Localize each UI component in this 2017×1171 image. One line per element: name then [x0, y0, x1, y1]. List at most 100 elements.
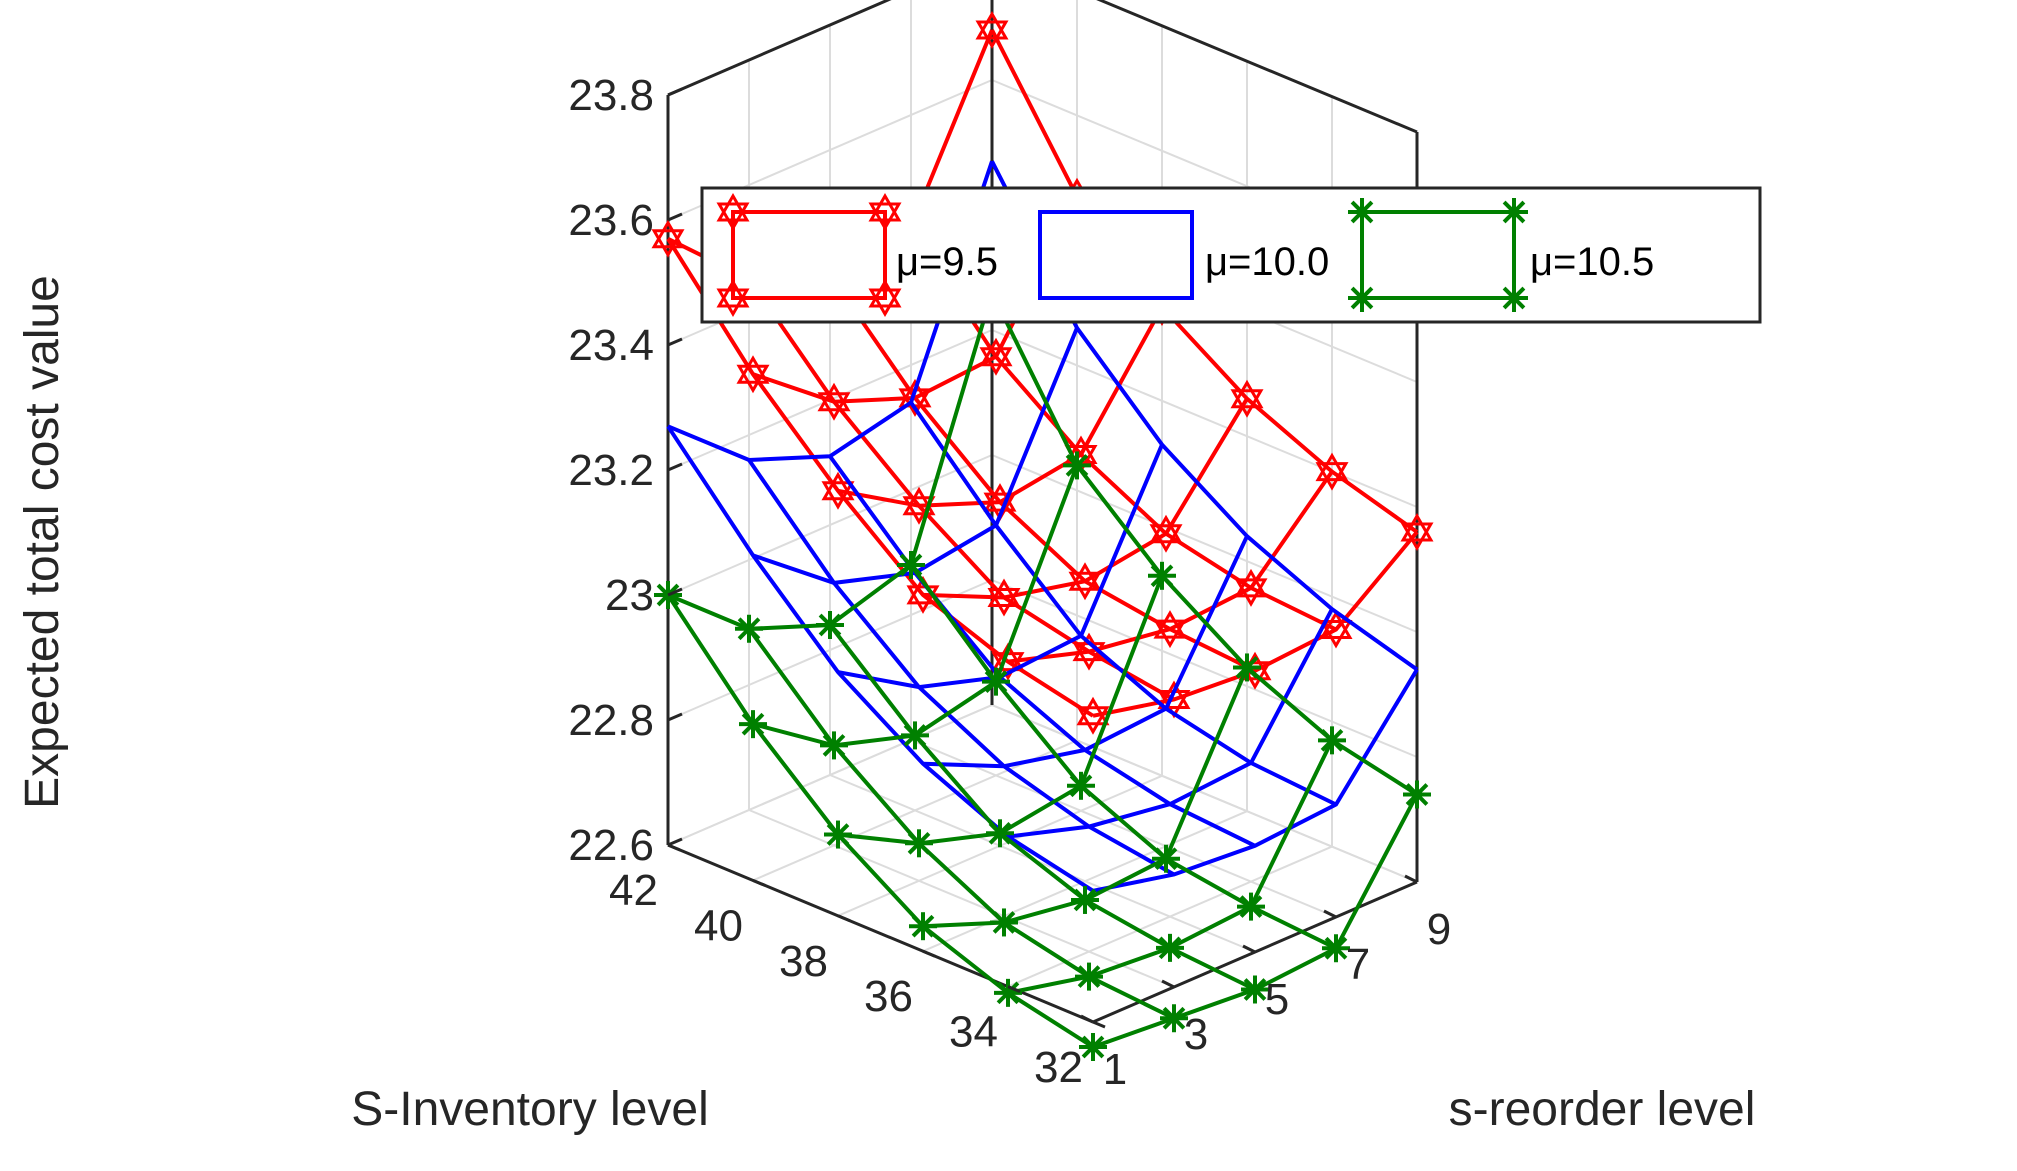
series-3-point	[1071, 885, 1099, 914]
y-tick-label: 9	[1427, 905, 1451, 954]
x-axis-line	[667, 843, 1094, 1024]
series-3-point	[1237, 892, 1265, 921]
x-tick-mark	[752, 879, 766, 887]
x-tick-label: 40	[694, 901, 743, 950]
series-3-point	[1318, 726, 1346, 755]
series-3-col-line	[747, 627, 1175, 1021]
grid-line-s-floor	[829, 774, 1256, 953]
legend-swatch-1	[716, 193, 902, 317]
series-3-point	[990, 908, 1018, 937]
x-axis-label: S-Inventory level	[351, 1083, 709, 1136]
legend-label-mu-10-5: μ=10.5	[1530, 240, 1654, 284]
y-tick-mark	[1242, 944, 1256, 954]
series-1-point	[736, 355, 770, 394]
series-1-point	[975, 11, 1009, 49]
series-3-point	[1160, 1004, 1188, 1033]
series-1-point	[651, 219, 685, 258]
series-3-point	[1156, 933, 1184, 962]
series-3-col-line	[828, 623, 1256, 992]
series-3-point	[739, 710, 767, 739]
z-tick-mark	[667, 712, 683, 722]
series-1-point	[1400, 513, 1434, 551]
grid-line-s-floor	[910, 739, 1337, 918]
z-tick-label: 22.8	[568, 696, 654, 745]
y-tick-label: 3	[1184, 1010, 1208, 1059]
legend-marker	[1348, 198, 1376, 226]
legend-swatch-3	[1348, 198, 1528, 312]
series-3-point	[1152, 844, 1180, 873]
x-tick-label: 36	[864, 972, 913, 1021]
series-1-point	[979, 337, 1013, 376]
series-3-point	[820, 731, 848, 760]
y-tick-mark	[1323, 909, 1337, 919]
x-tick-mark	[837, 914, 851, 923]
series-3-point	[816, 611, 844, 639]
grid-line-s-floor	[991, 704, 1418, 883]
series-3-point	[1403, 780, 1431, 809]
y-tick-mark	[1161, 979, 1175, 989]
grid-line-z-right	[991, 454, 1418, 633]
series-3-mesh	[654, 278, 1431, 1061]
z-tick-mark	[667, 462, 683, 472]
series-3-point	[982, 667, 1010, 696]
z-tick-label: 23.2	[568, 446, 654, 495]
y-tick-label: 5	[1265, 975, 1289, 1024]
series-3-col-line	[990, 291, 1419, 797]
series-1-col-line	[990, 29, 1419, 534]
legend-label-mu-9-5: μ=9.5	[896, 240, 998, 284]
series-3-point	[897, 551, 925, 579]
series-3-point	[1241, 975, 1269, 1004]
x-tick-label: 32	[1034, 1043, 1083, 1092]
z-tick-mark	[667, 87, 683, 97]
grid-line-S-floor	[1007, 845, 1333, 988]
series-1-point	[817, 382, 851, 421]
series-3-point	[909, 912, 937, 941]
z-tick-mark	[667, 212, 683, 222]
z-tick-label: 23.4	[568, 321, 654, 370]
top-right-edge	[1096, 0, 1418, 134]
legend: μ=9.5 μ=10.0 μ=10.5	[700, 186, 1762, 324]
series-3-point	[1075, 962, 1103, 991]
top-left-edge	[667, 0, 892, 97]
series-3-point	[986, 819, 1014, 848]
series-1-point	[1153, 610, 1187, 649]
z-tick-mark	[667, 587, 683, 597]
series-3-point	[905, 829, 933, 858]
legend-marker	[1500, 284, 1528, 312]
series-1-point	[821, 471, 855, 510]
series-1-point	[1315, 452, 1349, 491]
series-3-point	[1148, 561, 1176, 590]
series-1-point	[1319, 610, 1353, 649]
y-tick-mark	[1404, 874, 1418, 884]
legend-marker	[868, 279, 902, 317]
series-1-point	[987, 578, 1021, 617]
series-3-point	[1067, 771, 1095, 800]
series-3-point	[824, 820, 852, 849]
grid-line-s-floor	[748, 809, 1175, 988]
series-1-point	[1230, 379, 1264, 418]
z-tick-mark	[667, 337, 683, 347]
legend-marker	[716, 279, 750, 317]
series-1-point	[1234, 568, 1268, 607]
series-2-col-line	[747, 458, 1175, 877]
y-tick-label: 1	[1103, 1045, 1127, 1094]
legend-marker	[1348, 284, 1376, 312]
z-axis-label: Expected total cost value	[16, 275, 69, 809]
z-tick-label: 23	[605, 571, 654, 620]
series-layer	[651, 11, 1434, 1061]
legend-swatch-2	[1038, 210, 1194, 300]
legend-marker	[716, 193, 750, 231]
series-1-point	[1076, 696, 1110, 735]
x-tick-label: 42	[609, 866, 658, 915]
y-tick-mark	[1080, 1014, 1094, 1024]
series-1-point	[1149, 514, 1183, 553]
tick-layer: 22.6 22.8 23 23.2 23.4 23.6 23.8 42 40 38 36 34 32 1 3…	[568, 71, 1451, 1094]
legend-marker	[868, 193, 902, 231]
series-3-point	[1079, 1033, 1107, 1061]
x-tick-mark	[922, 949, 936, 958]
series-3-point	[1063, 451, 1091, 480]
legend-marker	[1500, 198, 1528, 226]
x-tick-mark	[667, 843, 681, 852]
z-tick-mark	[667, 837, 683, 847]
y-axis-label: s-reorder level	[1449, 1083, 1756, 1136]
